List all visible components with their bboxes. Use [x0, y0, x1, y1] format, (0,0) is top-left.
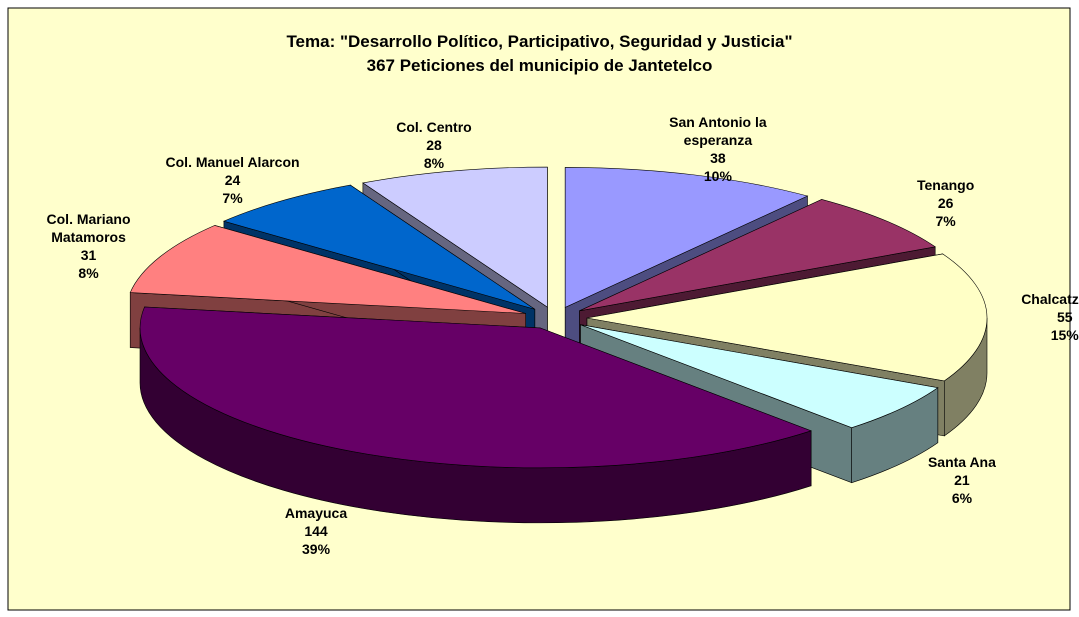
percent-label: 8%	[423, 154, 445, 171]
percent-label: 7%	[222, 189, 243, 206]
data-label: Col. Centro 28 8%	[359, 118, 509, 172]
percent-label: 15%	[1050, 327, 1079, 344]
slice	[129, 225, 526, 314]
category-label: Santa Ana	[927, 454, 996, 471]
category-label: Col. Manuel Alarcon	[165, 153, 300, 170]
category-label: Tenango	[916, 177, 975, 194]
category-label: Amayuca	[284, 504, 348, 521]
value-label: 144	[304, 522, 328, 539]
category-label: Col. Mariano Matamoros	[46, 211, 131, 246]
value-label: 26	[937, 195, 954, 212]
slice	[579, 199, 936, 312]
percent-label: 10%	[703, 167, 732, 184]
category-label: Chalcatzingo	[1021, 291, 1079, 308]
slice	[139, 306, 813, 469]
data-label: Col. Manuel Alarcon 24 7%	[158, 153, 308, 207]
percent-label: 39%	[302, 540, 331, 557]
value-label: 38	[710, 149, 726, 166]
value-label: 55	[1056, 309, 1073, 326]
percent-label: 7%	[935, 213, 956, 230]
pie	[129, 166, 988, 524]
data-label: Tenango 26 7%	[871, 176, 1021, 230]
category-label: San Antonio la esperanza	[669, 113, 767, 148]
chart-subtitle: 367 Peticiones del municipio de Jantetel…	[366, 56, 713, 75]
percent-label: 6%	[951, 490, 973, 507]
value-label: 31	[80, 247, 97, 264]
data-label: San Antonio la esperanza 38 10%	[643, 113, 793, 185]
slice	[580, 324, 939, 429]
percent-label: 8%	[78, 265, 99, 282]
slice	[564, 167, 809, 308]
data-label: Santa Ana 21 6%	[887, 453, 1037, 507]
data-label: Amayuca 144 39%	[241, 504, 391, 558]
category-label: Col. Centro	[396, 118, 472, 135]
slice	[586, 253, 988, 382]
value-label: 21	[954, 472, 970, 489]
data-label: Col. Mariano Matamoros 31 8%	[14, 210, 164, 282]
chart-title: Tema: "Desarrollo Político, Participativ…	[286, 32, 793, 51]
value-label: 24	[224, 171, 241, 188]
value-label: 28	[426, 136, 442, 153]
slice	[362, 166, 548, 308]
data-label: Chalcatzingo5515%	[990, 290, 1079, 344]
slice	[223, 184, 535, 310]
